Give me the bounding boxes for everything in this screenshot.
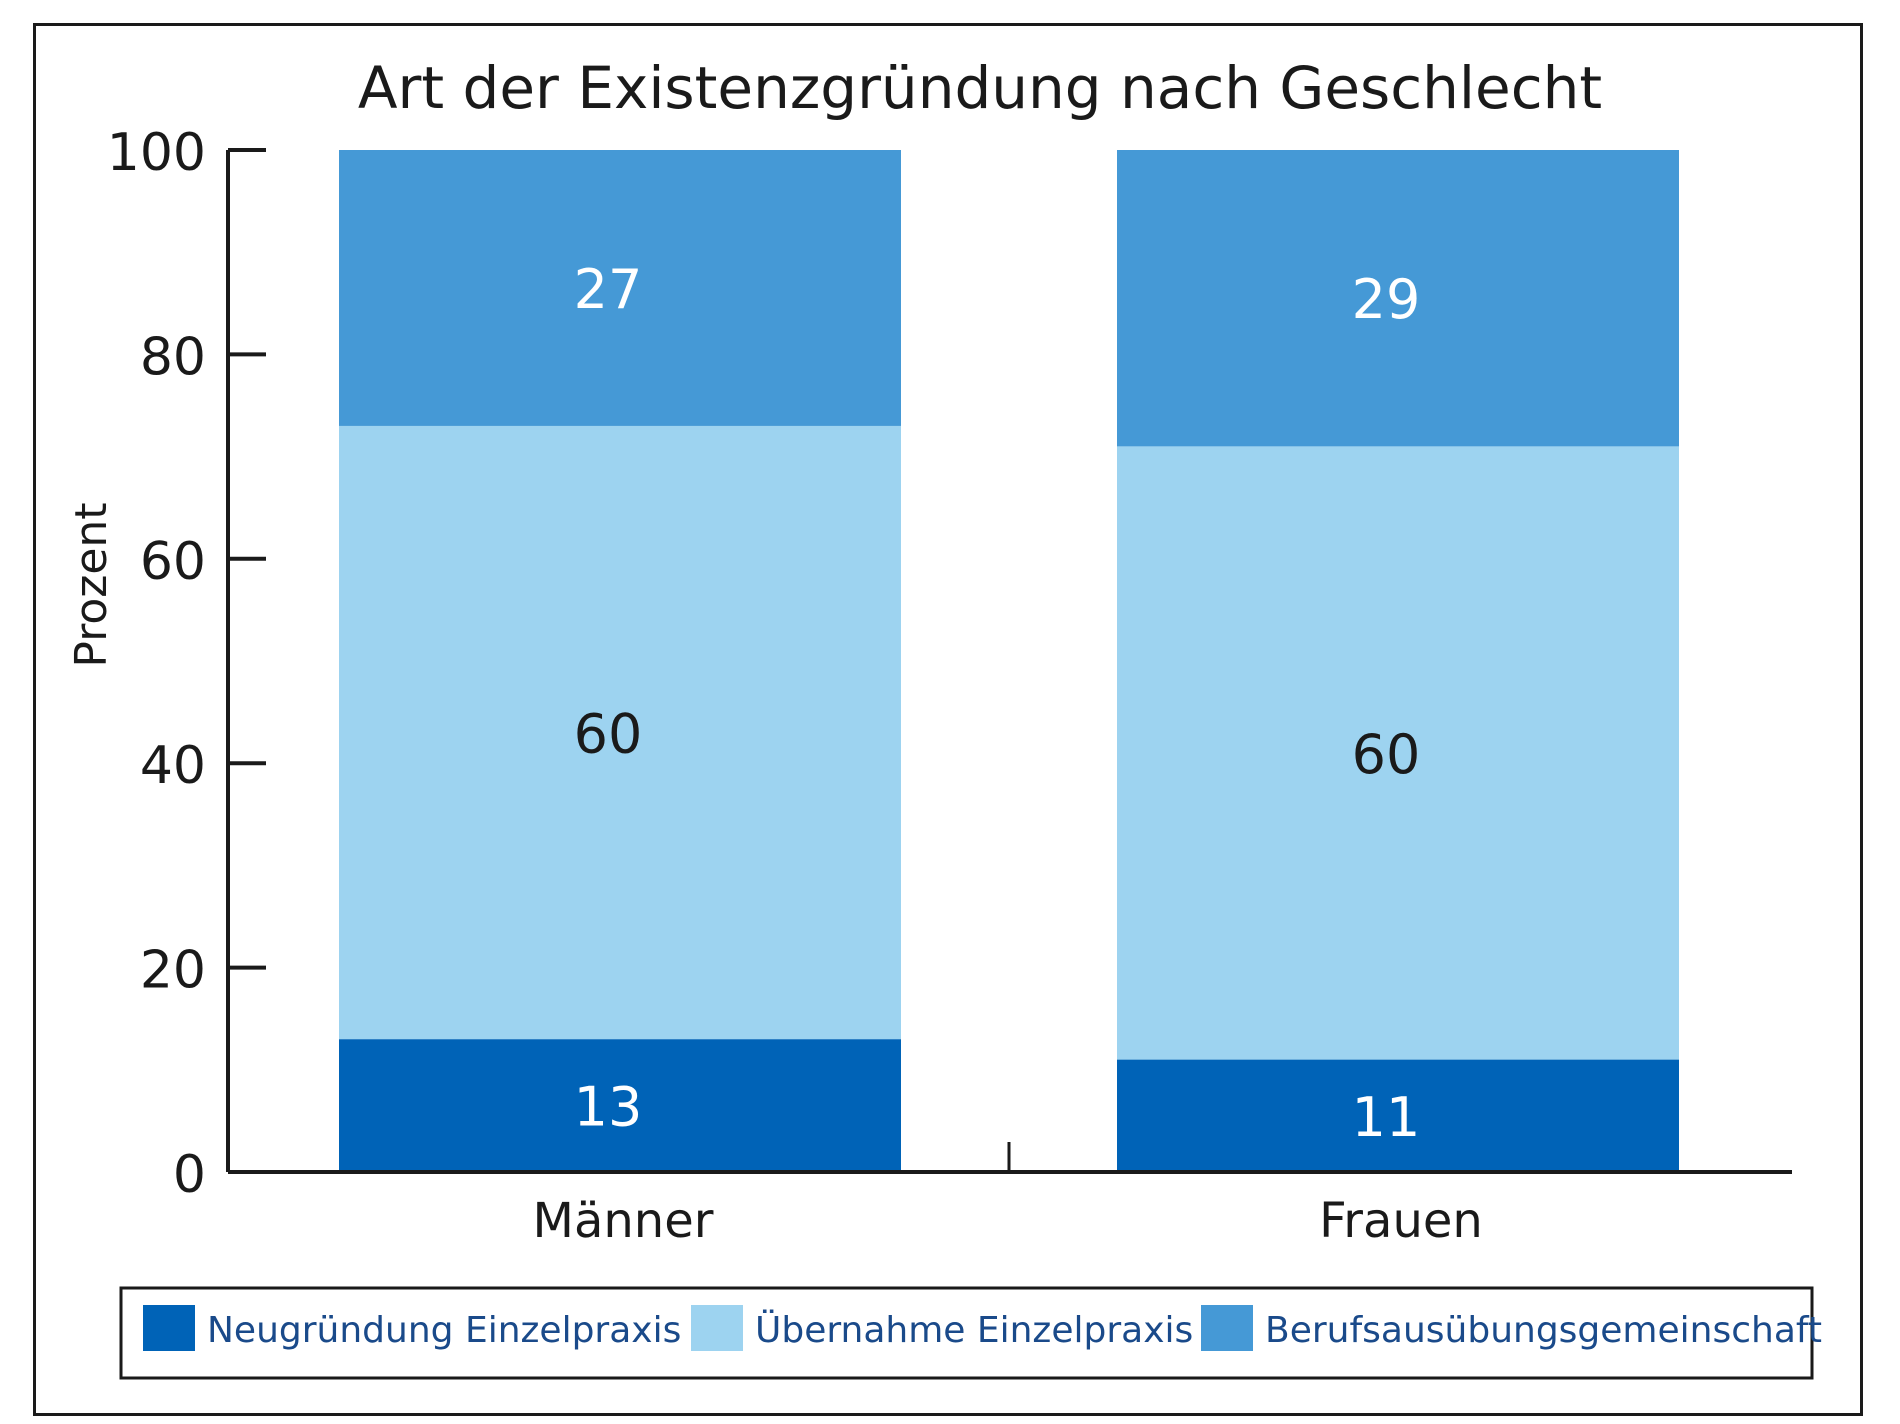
chart-title: Art der Existenzgründung nach Geschlecht — [358, 54, 1602, 122]
legend-label-2: Berufsausübungsgemeinschaft — [1265, 1310, 1822, 1351]
y-tick-label-2: 40 — [140, 736, 206, 796]
bar-segment-1-2 — [1117, 150, 1679, 447]
legend-swatch-1 — [691, 1305, 743, 1351]
bar-segment-1-0 — [1117, 1059, 1679, 1172]
y-tick-label-1: 20 — [140, 941, 206, 1001]
data-label-1-2: 29 — [1352, 268, 1421, 331]
chart-frame — [33, 23, 1863, 1416]
y-tick-label-5: 100 — [107, 123, 206, 183]
y-tick-label-0: 0 — [173, 1145, 206, 1205]
y-axis-label: Prozent — [66, 502, 117, 667]
legend-label-1: Übernahme Einzelpraxis — [755, 1309, 1193, 1351]
data-label-0-2: 27 — [574, 258, 643, 321]
data-label-0-1: 60 — [574, 703, 643, 766]
legend-label-0: Neugründung Einzelpraxis — [207, 1310, 681, 1351]
y-tick-label-4: 80 — [140, 327, 206, 387]
legend-swatch-2 — [1201, 1305, 1253, 1351]
data-label-1-0: 11 — [1352, 1086, 1421, 1149]
category-label-1: Frauen — [1319, 1193, 1483, 1249]
data-label-1-1: 60 — [1352, 723, 1421, 786]
data-label-0-0: 13 — [574, 1076, 643, 1139]
bar-segment-0-2 — [339, 150, 901, 426]
legend-box — [119, 1286, 1814, 1380]
bar-segment-0-0 — [339, 1039, 901, 1172]
bar-segment-1-1 — [1117, 446, 1679, 1060]
legend-swatch-0 — [143, 1305, 195, 1351]
y-tick-label-3: 60 — [140, 532, 206, 592]
category-label-0: Männer — [533, 1193, 714, 1249]
bar-segment-0-1 — [339, 425, 901, 1040]
